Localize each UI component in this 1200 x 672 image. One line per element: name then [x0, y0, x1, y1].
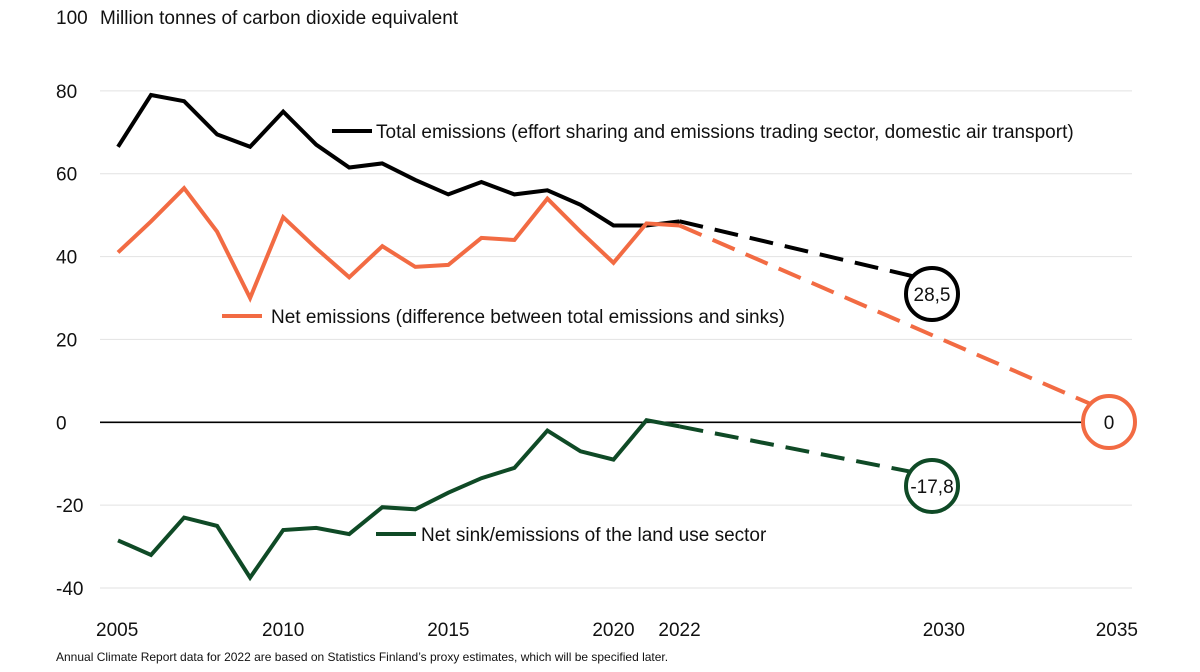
- land-use-sink-legend-label: Net sink/emissions of the land use secto…: [421, 525, 767, 546]
- land-use-sink-line: [117, 418, 680, 582]
- total-emissions-projection-line: [679, 219, 945, 286]
- total-emissions-target-label: 28,5: [914, 285, 951, 306]
- gridlines: [100, 90, 1132, 589]
- y-tick-label: -20: [56, 496, 83, 517]
- series-labels: Total emissions (effort sharing and emis…: [222, 122, 1074, 546]
- y-tick-label: 0: [56, 413, 67, 434]
- net-emissions-projection-line: [678, 223, 1110, 414]
- x-tick-label: 2022: [658, 620, 700, 641]
- x-tick-label: 2015: [427, 620, 469, 641]
- total-emissions-target-circle: [904, 266, 960, 322]
- y-tick-label: 80: [56, 82, 77, 103]
- x-tick-label: 2030: [923, 620, 965, 641]
- y-tick-label: 40: [56, 248, 77, 269]
- x-tick-label: 2020: [592, 620, 634, 641]
- net-emissions-legend-label: Net emissions (difference between total …: [271, 307, 785, 328]
- y-axis-unit-label: Million tonnes of carbon dioxide equival…: [100, 8, 459, 29]
- net-emissions-line: [116, 185, 680, 303]
- y-axis-ticks: 100 80 60 40 20 0 -20 -40: [56, 8, 88, 600]
- target-markers: 28,5 0 -17,8: [904, 266, 1137, 514]
- total-emissions-line: [116, 92, 680, 228]
- series-lines: [116, 92, 1110, 582]
- x-axis-ticks: 2005 2010 2015 2020 2022 2030 2035: [96, 620, 1138, 641]
- x-tick-label: 2035: [1096, 620, 1138, 641]
- land-use-sink-projection-line: [679, 424, 945, 481]
- total-emissions-legend-label: Total emissions (effort sharing and emis…: [376, 122, 1074, 143]
- net-emissions-target-circle: [1081, 394, 1137, 450]
- y-tick-label: 100: [56, 8, 88, 29]
- footnote: Annual Climate Report data for 2022 are …: [56, 650, 668, 664]
- y-tick-label: 20: [56, 330, 77, 351]
- land-use-sink-target-label: -17,8: [910, 477, 953, 498]
- x-tick-label: 2010: [262, 620, 304, 641]
- y-tick-label: -40: [56, 579, 83, 600]
- land-use-sink-target-circle: [904, 458, 960, 514]
- y-tick-label: 60: [56, 165, 77, 186]
- x-tick-label: 2005: [96, 620, 138, 641]
- net-emissions-target-label: 0: [1104, 413, 1115, 434]
